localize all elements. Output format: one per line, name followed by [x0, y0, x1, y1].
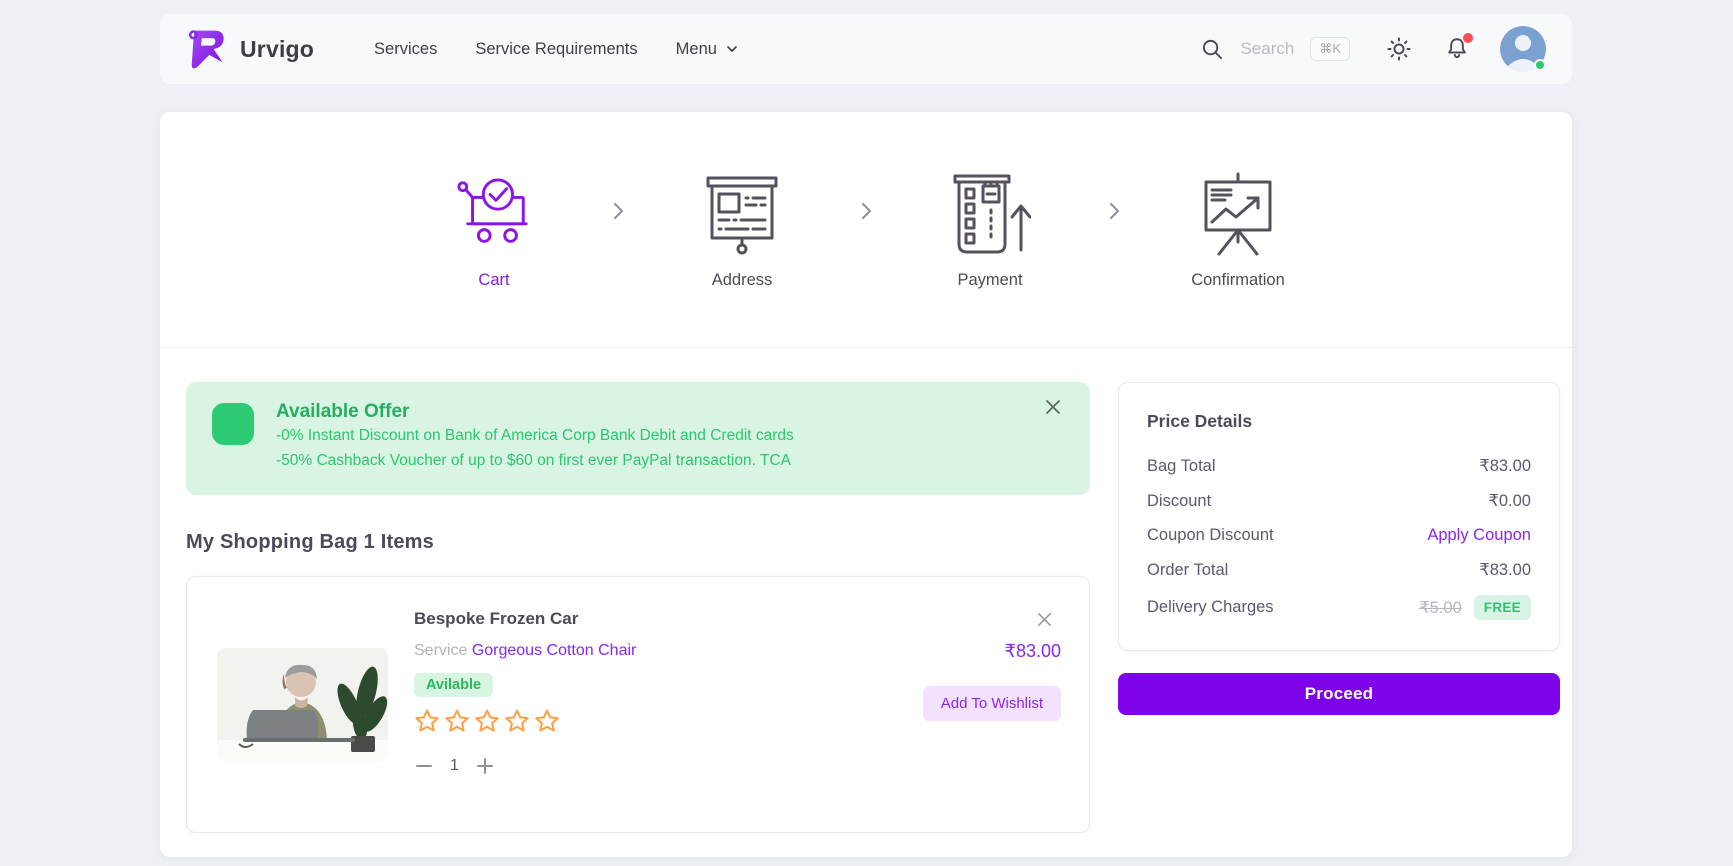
- price-row-label: Coupon Discount: [1147, 526, 1274, 544]
- nav-link-menu[interactable]: Menu: [676, 40, 739, 59]
- offer-icon: [212, 403, 254, 445]
- item-right-panel: ₹83.00 Add To Wishlist: [922, 611, 1062, 721]
- step-address[interactable]: Address: [672, 169, 812, 290]
- price-row-discount: Discount ₹0.00: [1147, 491, 1531, 511]
- online-status-dot: [1534, 59, 1546, 71]
- offer-close-icon[interactable]: [1044, 398, 1062, 421]
- offer-banner: Available Offer -0% Instant Discount on …: [186, 382, 1090, 495]
- price-row-value: ₹0.00: [1488, 492, 1531, 510]
- quantity-value: 1: [450, 757, 459, 774]
- free-badge: FREE: [1473, 595, 1531, 620]
- price-row-order-total: Order Total ₹83.00: [1147, 560, 1531, 580]
- item-info: Bespoke Frozen Car Service Gorgeous Cott…: [414, 577, 636, 776]
- step-address-label: Address: [711, 271, 773, 289]
- price-row-coupon: Coupon Discount Apply Coupon: [1147, 526, 1531, 545]
- checkout-content: Available Offer -0% Instant Discount on …: [160, 348, 1572, 833]
- checkout-card: Cart Address: [160, 112, 1572, 857]
- add-to-wishlist-button[interactable]: Add To Wishlist: [922, 686, 1061, 721]
- step-cart[interactable]: Cart: [424, 169, 564, 290]
- apply-coupon-link[interactable]: Apply Coupon: [1427, 526, 1531, 544]
- bell-icon: [1444, 36, 1470, 62]
- user-avatar[interactable]: [1500, 26, 1546, 72]
- price-row-label: Order Total: [1147, 560, 1229, 579]
- step-payment[interactable]: Payment: [920, 169, 1060, 290]
- step-chevron-icon: [856, 200, 876, 227]
- price-row-label: Delivery Charges: [1147, 598, 1274, 616]
- step-confirmation[interactable]: Confirmation: [1168, 169, 1308, 290]
- offer-text: Available Offer -0% Instant Discount on …: [276, 401, 794, 473]
- search-shortcut-badge: ⌘K: [1310, 37, 1350, 61]
- delivery-original-price: ₹5.00: [1419, 598, 1462, 617]
- service-label: Service: [414, 642, 468, 659]
- nav-link-services[interactable]: Services: [374, 39, 438, 58]
- step-cart-label: Cart: [478, 271, 510, 289]
- nav-link-menu-label: Menu: [675, 39, 717, 58]
- brand-name: Urvigo: [240, 35, 315, 62]
- payment-icon: [949, 169, 1031, 261]
- chevron-down-icon: [725, 42, 739, 56]
- price-details-title: Price Details: [1147, 411, 1253, 431]
- nav-links: Services Service Requirements Menu: [374, 40, 739, 59]
- item-service-row: Service Gorgeous Cotton Chair: [414, 642, 636, 660]
- cart-column: Available Offer -0% Instant Discount on …: [186, 382, 1090, 833]
- product-image: [217, 648, 388, 761]
- cart-item: Bespoke Frozen Car Service Gorgeous Cott…: [186, 576, 1090, 833]
- address-icon: [704, 169, 780, 261]
- price-row-label: Discount: [1147, 491, 1212, 510]
- top-navbar: Urvigo Services Service Requirements Men…: [160, 14, 1572, 84]
- price-row-value: ₹83.00: [1479, 561, 1531, 579]
- notification-dot: [1463, 33, 1473, 43]
- proceed-button[interactable]: Proceed: [1118, 673, 1560, 715]
- star-icon[interactable]: [444, 708, 470, 734]
- quantity-stepper: 1: [414, 756, 636, 776]
- bag-heading: My Shopping Bag 1 Items: [186, 531, 434, 553]
- sun-icon: [1386, 36, 1412, 62]
- price-row-value: ₹83.00: [1479, 457, 1531, 475]
- cart-icon: [455, 169, 533, 261]
- decrease-quantity-button[interactable]: [414, 756, 434, 776]
- star-icon[interactable]: [504, 708, 530, 734]
- checkout-steps: Cart Address: [160, 112, 1572, 348]
- notifications-button[interactable]: [1444, 33, 1473, 62]
- price-row-label: Bag Total: [1147, 456, 1216, 475]
- urvigo-logo-icon: [186, 27, 226, 71]
- offer-line: -50% Cashback Voucher of up to $60 on fi…: [276, 452, 791, 469]
- item-title: Bespoke Frozen Car: [414, 609, 579, 628]
- price-row-delivery: Delivery Charges ₹5.00 FREE: [1147, 595, 1531, 620]
- delivery-value: ₹5.00 FREE: [1419, 595, 1531, 620]
- search-placeholder: Search: [1240, 39, 1295, 58]
- step-confirmation-label: Confirmation: [1191, 271, 1285, 289]
- step-payment-label: Payment: [957, 271, 1023, 289]
- theme-toggle-button[interactable]: [1386, 36, 1412, 62]
- star-rating: [414, 708, 636, 734]
- star-icon[interactable]: [534, 708, 560, 734]
- star-icon[interactable]: [474, 708, 500, 734]
- nav-link-service-requirements[interactable]: Service Requirements: [475, 39, 638, 58]
- search-icon: [1201, 38, 1224, 61]
- brand[interactable]: Urvigo: [186, 27, 314, 71]
- price-row-bag-total: Bag Total ₹83.00: [1147, 456, 1531, 476]
- summary-column: Price Details Bag Total ₹83.00 Discount …: [1118, 382, 1560, 833]
- step-chevron-icon: [1104, 200, 1124, 227]
- item-price: ₹83.00: [1004, 641, 1062, 661]
- service-name-link[interactable]: Gorgeous Cotton Chair: [471, 642, 637, 659]
- remove-item-icon[interactable]: [1036, 611, 1053, 633]
- availability-badge: Avilable: [414, 673, 494, 697]
- confirmation-icon: [1195, 169, 1281, 261]
- star-icon[interactable]: [414, 708, 440, 734]
- offer-line: -0% Instant Discount on Bank of America …: [276, 427, 794, 444]
- step-chevron-icon: [608, 200, 628, 227]
- increase-quantity-button[interactable]: [475, 756, 495, 776]
- price-details-card: Price Details Bag Total ₹83.00 Discount …: [1118, 382, 1560, 651]
- search-input[interactable]: Search ⌘K: [1201, 37, 1350, 61]
- offer-title: Available Offer: [276, 401, 410, 422]
